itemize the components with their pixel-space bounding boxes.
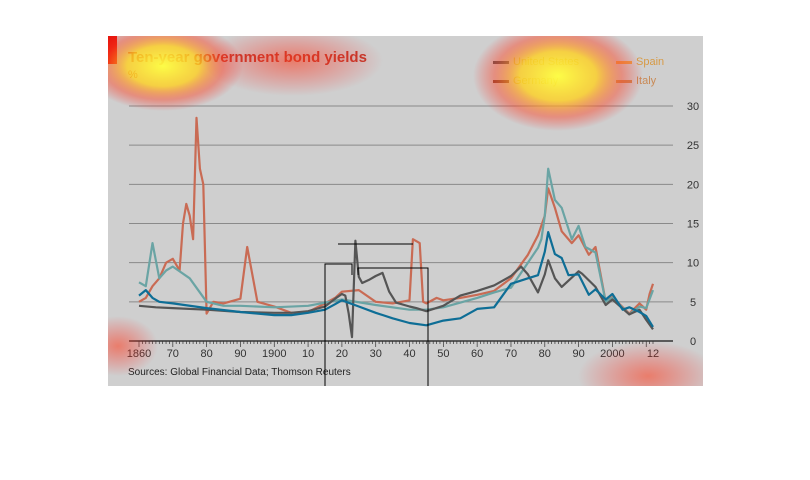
y-tick-label: 20 — [687, 179, 699, 191]
x-tick-label: 12 — [647, 348, 659, 360]
legend-label-spain: Spain — [636, 56, 665, 68]
series-line-united-states — [138, 231, 654, 328]
x-tick-label: 2000 — [600, 348, 624, 360]
legend-item-italy: Italy — [616, 75, 656, 87]
legend-item-spain: Spain — [616, 56, 664, 68]
source-note: Sources: Global Financial Data; Thomson … — [128, 367, 351, 378]
x-tick-label: 1900 — [262, 348, 286, 360]
x-tick-label: 90 — [572, 348, 584, 360]
legend-label-us: United States — [513, 56, 580, 68]
x-tick-label: 70 — [167, 348, 179, 360]
legend-swatch-spain — [616, 60, 632, 64]
legend-label-italy: Italy — [636, 75, 657, 87]
x-tick-label: 90 — [234, 348, 246, 360]
legend-swatch-italy — [616, 79, 632, 83]
legend-item-us: United States — [493, 56, 579, 68]
series-line-italy — [138, 116, 655, 315]
series-line-spain — [138, 167, 655, 316]
y-tick-label: 15 — [687, 219, 699, 231]
y-tick-label: 10 — [687, 258, 699, 270]
x-tick-label: 80 — [539, 348, 551, 360]
plot-area: 0 5 10 15 20 25 30 1860 70 80 90 1900 10 20 30 40 50 60 70… — [127, 101, 699, 360]
x-tick-label: 80 — [201, 348, 213, 360]
x-tick-label: 1860 — [127, 348, 151, 360]
brand-tab — [108, 36, 117, 64]
x-tick-label: 20 — [336, 348, 348, 360]
y-tick-label: 25 — [687, 140, 699, 152]
x-tick-label: 40 — [403, 348, 415, 360]
legend-item-germany: Germany — [493, 75, 558, 87]
x-tick-label: 30 — [370, 348, 382, 360]
y-tick-label: 0 — [690, 336, 696, 348]
chart-panel: 0 5 10 15 20 25 30 1860 70 80 90 1900 10 20 30 40 50 60 70… — [108, 36, 703, 386]
legend-label-germany: Germany — [513, 75, 559, 87]
y-axis-unit: % — [128, 69, 138, 81]
chart-title: Ten-year government bond yields — [128, 49, 367, 66]
x-tick-label: 50 — [437, 348, 449, 360]
legend-swatch-us — [493, 60, 509, 64]
y-tick-label: 30 — [687, 101, 699, 113]
x-tick-label: 70 — [505, 348, 517, 360]
x-tick-label: 10 — [302, 348, 314, 360]
y-tick-label: 5 — [690, 297, 696, 309]
legend-swatch-germany — [493, 79, 509, 83]
series-line-germany — [138, 239, 654, 339]
x-tick-label: 60 — [471, 348, 483, 360]
